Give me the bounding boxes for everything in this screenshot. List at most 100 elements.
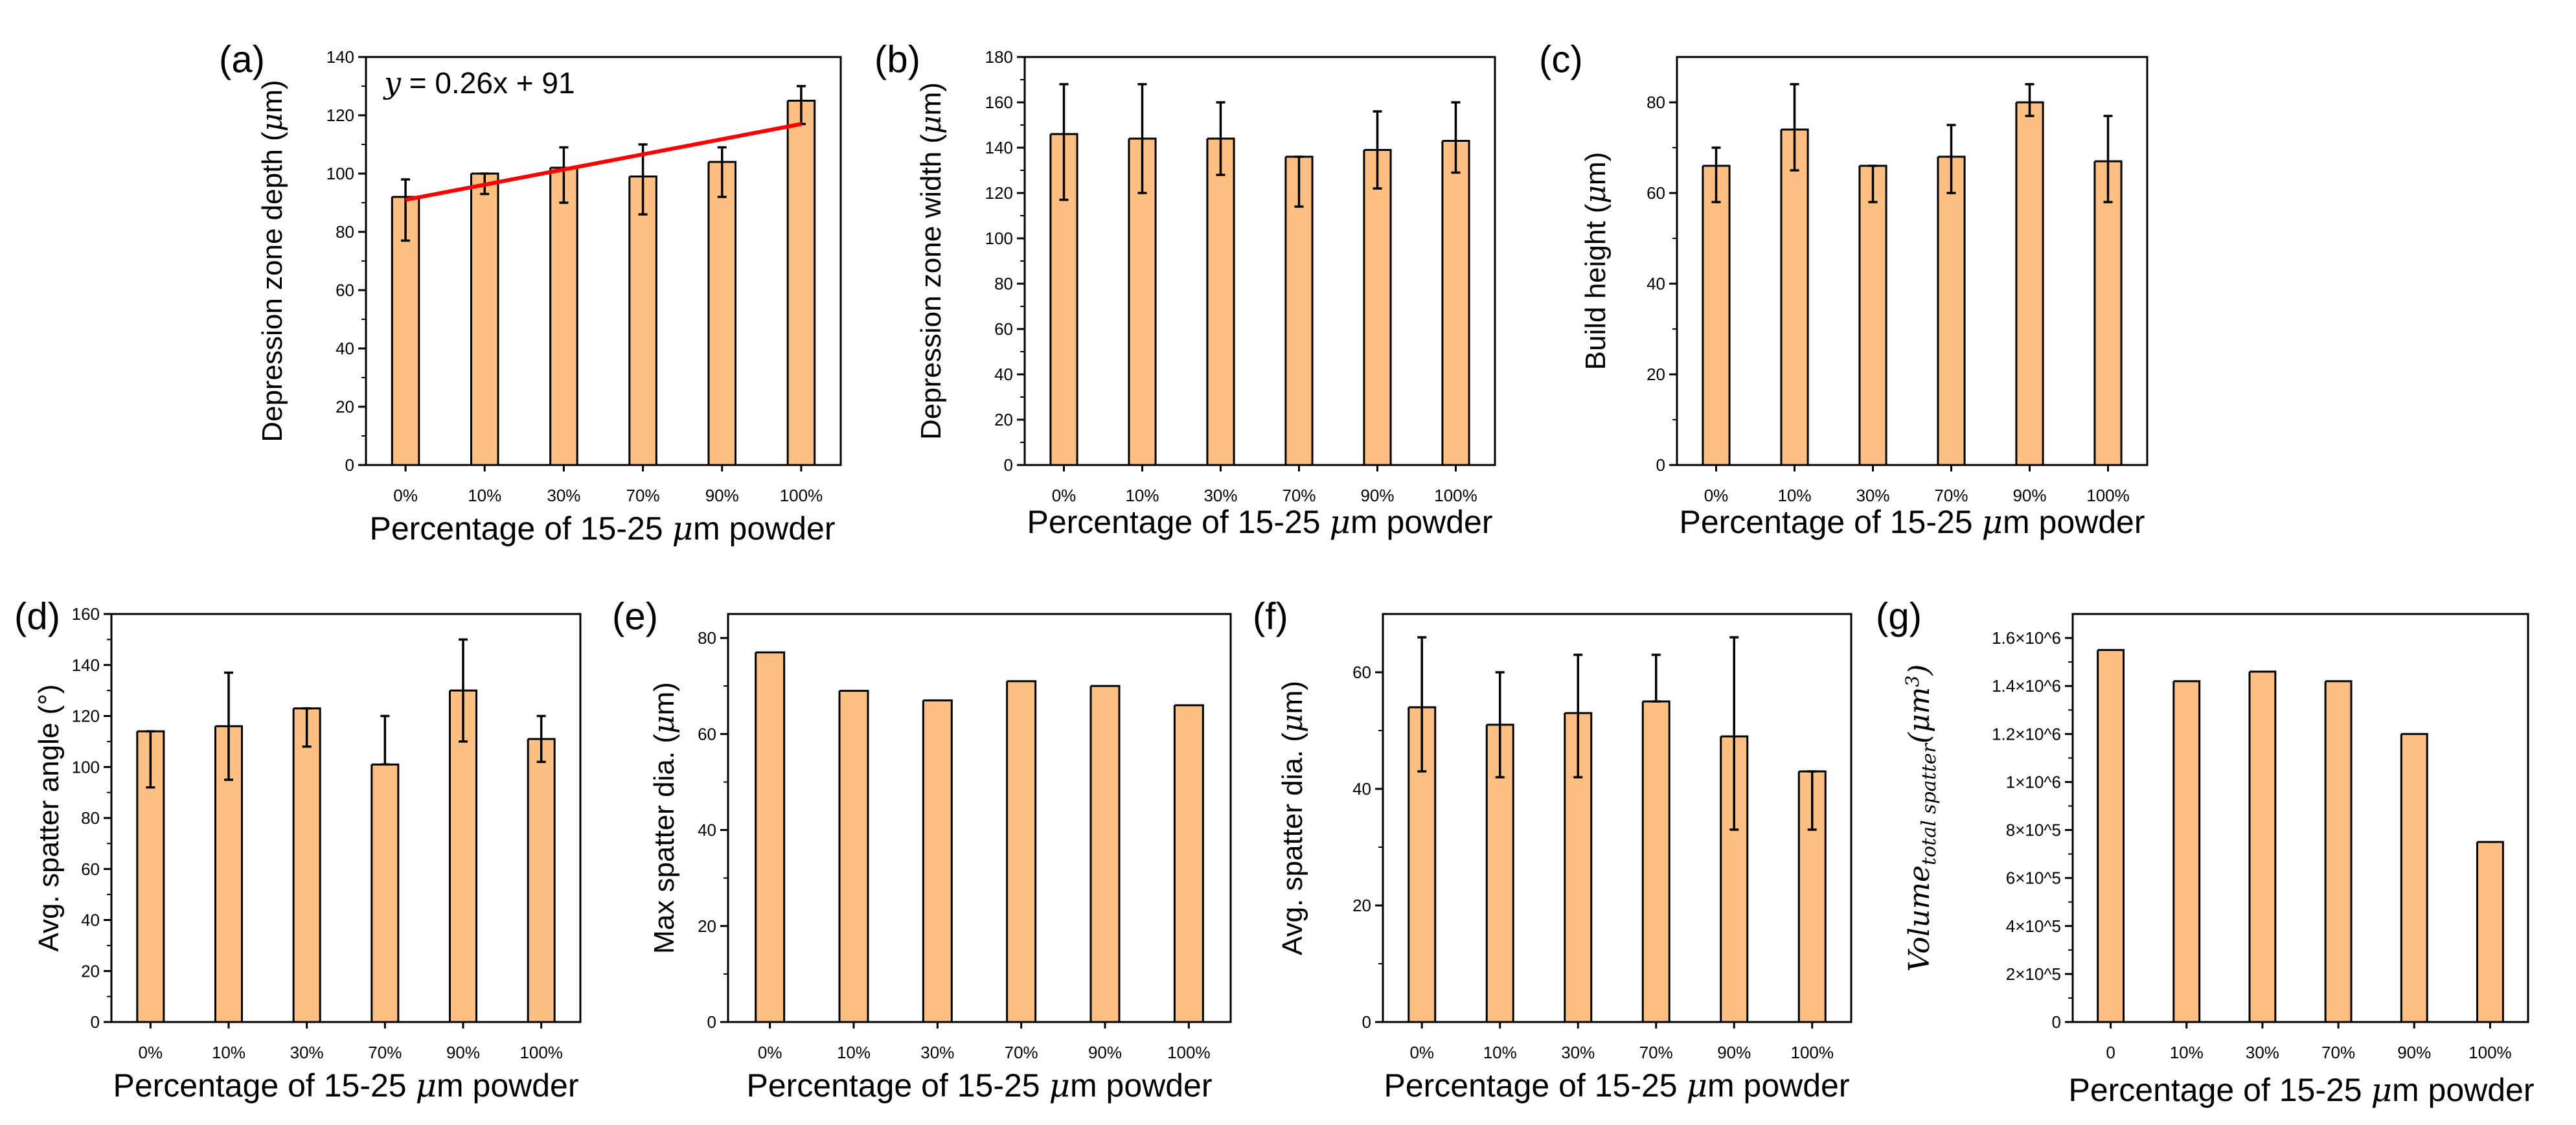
x-tick-label: 100%: [780, 486, 823, 505]
plot-frame: [365, 56, 842, 466]
x-axis-title: Percentage of 15-25 μm powder: [2068, 1071, 2534, 1109]
y-tick-label: 0: [2052, 1012, 2061, 1032]
y-axis-title: Build height (μm): [1579, 152, 1612, 370]
y-axis-title: Depression zone depth (μm): [256, 80, 289, 442]
chart-panel-b: (b) 0 20 40 60 80 100 120 140 160 180 0% 10% 30% 70% 90…: [874, 39, 1496, 541]
x-tick-label: 0%: [1704, 486, 1729, 505]
bar-outline: [2097, 649, 2125, 1022]
x-tick-label: 90%: [2012, 486, 2046, 505]
y-tick-label: 180: [985, 47, 1013, 67]
y-tick-label: 40: [1352, 779, 1371, 799]
chart-panel-a: (a) y = 0.26x + 91 0 20 40 60 80 100 120 140 0% 10%…: [219, 39, 842, 547]
y-tick-label: 80: [336, 222, 354, 242]
fit-line: [405, 122, 802, 202]
bar-outline: [1408, 706, 1437, 1022]
y-tick-label: 0: [1656, 455, 1665, 475]
bar: [1363, 150, 1391, 465]
plot-frame: [1382, 613, 1852, 1023]
bar: [923, 700, 952, 1022]
bar-outline: [2325, 680, 2353, 1022]
x-axis-title: Percentage of 15-25 μm powder: [1384, 1067, 1849, 1104]
y-tick-label: 80: [994, 274, 1013, 293]
bar: [1859, 166, 1887, 465]
panel-label: (a): [219, 39, 265, 81]
y-tick-label: 140: [72, 655, 100, 675]
chart-panel-c: (c) 0 20 40 60 80 0% 10% 30% 70% 90% 100%Percentage…: [1539, 39, 2149, 541]
bar: [371, 764, 398, 1022]
x-tick-label: 100%: [2086, 486, 2130, 505]
y-axis-title: Avg. spatter angle (°): [33, 685, 65, 952]
panel-label: (g): [1876, 596, 1922, 638]
x-tick-label: 70%: [1005, 1043, 1038, 1062]
y-tick-label: 40: [994, 365, 1013, 384]
y-axis-title: Depression zone width (μm): [915, 82, 948, 440]
plot-frame: [1023, 56, 1496, 466]
y-tick-label: 1×10^6: [2006, 772, 2061, 791]
bar: [1091, 686, 1119, 1022]
y-tick-label: 0: [345, 455, 354, 475]
bar: [2173, 681, 2200, 1022]
bar-outline: [1781, 128, 1809, 465]
y-tick-label: 60: [1352, 663, 1371, 682]
y-tick-label: 80: [698, 628, 716, 648]
bar-outline: [1720, 735, 1749, 1022]
y-axis-title: Avg. spatter dia. (μm): [1276, 681, 1309, 955]
bar: [2249, 671, 2275, 1022]
bar-outline: [2094, 160, 2123, 465]
x-tick-label: 70%: [1639, 1043, 1673, 1062]
y-tick-label: 60: [336, 280, 354, 300]
x-tick-label: 10%: [837, 1043, 871, 1062]
x-tick-label: 100%: [1791, 1043, 1834, 1062]
y-tick-label: 120: [985, 183, 1013, 203]
x-tick-label: 30%: [547, 486, 580, 505]
bar: [293, 708, 321, 1022]
plot-frame: [727, 613, 1232, 1023]
y-tick-label: 80: [81, 808, 100, 828]
x-axis-title: Percentage of 15-25 μm powder: [369, 510, 835, 547]
bar-outline: [923, 699, 953, 1022]
bar-outline: [1174, 704, 1204, 1022]
plot-frame: [2071, 613, 2529, 1023]
y-tick-label: 120: [72, 707, 100, 726]
y-tick-label: 60: [698, 724, 716, 744]
y-axis-title: Max spatter dia. (μm): [648, 682, 681, 954]
bar-outline: [839, 690, 869, 1022]
x-tick-label: 30%: [1561, 1043, 1595, 1062]
bar-outline: [528, 738, 556, 1022]
bar-outline: [1007, 680, 1037, 1022]
y-tick-label: 0: [91, 1012, 100, 1032]
x-tick-label: 70%: [368, 1043, 402, 1062]
bar: [839, 690, 868, 1022]
bar-outline: [2016, 101, 2044, 465]
y-tick-label: 40: [81, 911, 100, 930]
chart-panel-d: (d) 0 20 40 60 80 100 120 140 160 0% 10% 30% 70% 90% 10…: [14, 596, 582, 1104]
y-tick-label: 0: [1362, 1012, 1371, 1032]
x-tick-label: 90%: [1088, 1043, 1122, 1062]
y-tick-label: 40: [336, 339, 354, 358]
y-tick-label: 6×10^5: [2006, 869, 2061, 888]
x-tick-label: 10%: [1125, 486, 1159, 505]
bar-outline: [1702, 165, 1731, 465]
bar: [2097, 650, 2124, 1022]
y-tick-label: 60: [994, 319, 1013, 339]
bar-outline: [2401, 733, 2428, 1022]
bar-outline: [450, 689, 478, 1022]
y-tick-label: 1.4×10^6: [1992, 676, 2061, 696]
x-tick-label: 0%: [758, 1043, 782, 1062]
bar-outline: [708, 161, 737, 465]
bar: [1442, 141, 1470, 465]
y-axis-title: Volumetotal spatter(μm3): [1902, 665, 1941, 972]
bar-outline: [1442, 140, 1470, 465]
y-tick-label: 140: [326, 47, 354, 67]
y-tick-label: 100: [985, 229, 1013, 248]
y-tick-label: 4×10^5: [2006, 916, 2061, 936]
plot-frame: [1676, 56, 2149, 466]
panel-label: (c): [1539, 39, 1583, 81]
y-tick-label: 100: [72, 757, 100, 777]
bar-outline: [2477, 841, 2504, 1022]
x-axis-title: Percentage of 15-25 μm powder: [1679, 503, 2145, 541]
bar: [755, 652, 784, 1022]
y-tick-label: 0: [707, 1012, 716, 1032]
bar: [2016, 102, 2044, 465]
